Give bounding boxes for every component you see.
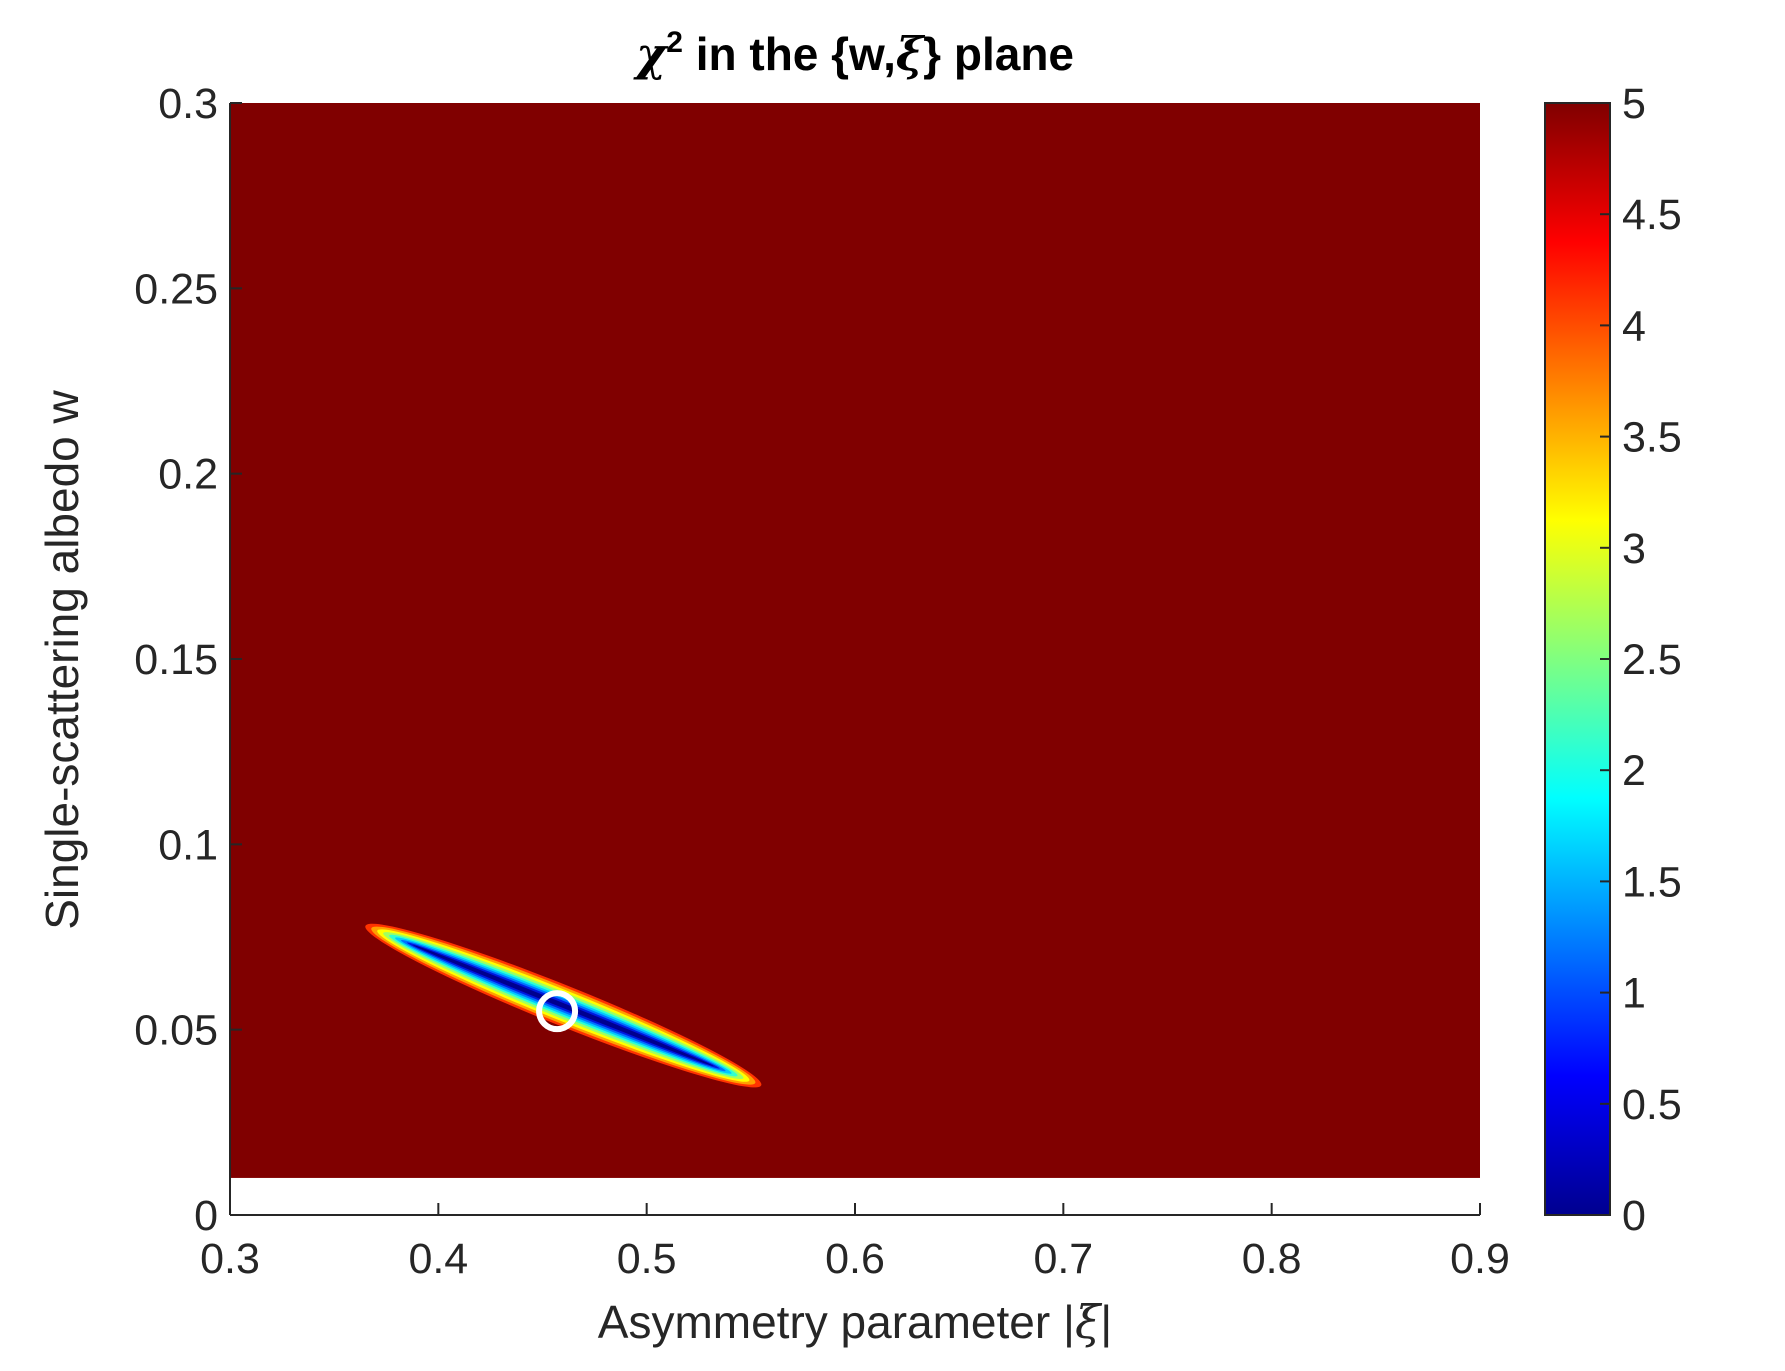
y-tick-label: 0.3 [158, 80, 218, 128]
y-tick-label: 0.25 [134, 265, 218, 313]
colorbar-tick-label: 1 [1622, 970, 1646, 1018]
title-chi: χ [633, 27, 669, 81]
chi-square-valley [365, 923, 762, 1088]
y-tick-label: 0.2 [158, 451, 218, 499]
title-xi: ξ [896, 27, 926, 81]
colorbar-tick-label: 1.5 [1622, 858, 1682, 906]
colorbar-tick-label: 4.5 [1622, 191, 1682, 239]
plot-area: 0.3 0.4 0.5 0.6 0.7 0.8 0.9 0 0.05 0.1 0.15 0.2 0.25… [134, 80, 1510, 1283]
x-tick-label: 0.5 [617, 1235, 677, 1283]
valley-contour-band-8 [412, 944, 714, 1067]
x-tick-label: 0.3 [200, 1235, 260, 1283]
title-middle: in the {w, [683, 28, 896, 80]
x-tick-label: 0.6 [825, 1235, 885, 1283]
heatmap-layer [230, 103, 1480, 1178]
x-tick-label: 0.8 [1242, 1235, 1302, 1283]
chart-title: χ2 in the {w,ξ} plane [633, 26, 1074, 81]
colorbar-tick-label: 3 [1622, 525, 1646, 573]
x-axis-label-symbol: ξ [1075, 1295, 1103, 1349]
colorbar-ticks: 0 0.5 1 1.5 2 2.5 3 3.5 4 4.5 5 [1600, 80, 1682, 1240]
title-end: } plane [923, 28, 1074, 80]
colorbar-tick-label: 2.5 [1622, 636, 1682, 684]
colorbar: 0 0.5 1 1.5 2 2.5 3 3.5 4 4.5 5 [1544, 80, 1682, 1240]
colorbar-tick-label: 2 [1622, 747, 1646, 795]
colorbar-tick-label: 0 [1622, 1192, 1646, 1240]
x-tick-label: 0.4 [408, 1235, 468, 1283]
colorbar-tick-label: 5 [1622, 80, 1646, 128]
colorbar-tick-label: 3.5 [1622, 414, 1682, 462]
x-tick-label: 0.7 [1033, 1235, 1093, 1283]
y-axis-label: Single-scattering albedo w [36, 389, 88, 929]
colorbar-gradient [1544, 102, 1611, 1216]
y-tick-label: 0.05 [134, 1007, 218, 1055]
x-tick-label: 0.9 [1450, 1235, 1510, 1283]
heatmap-saturated-region [230, 103, 1480, 1178]
x-axis-label: Asymmetry parameter |ξ| [598, 1295, 1112, 1349]
y-tick-label: 0 [194, 1192, 218, 1240]
x-axis-label-text: Asymmetry parameter | [598, 1296, 1075, 1348]
y-tick-label: 0.1 [158, 821, 218, 869]
y-tick-label: 0.15 [134, 636, 218, 684]
x-axis-label-end: | [1100, 1296, 1112, 1348]
title-superscript: 2 [666, 26, 683, 59]
marker-layer [536, 990, 579, 1033]
ticks-layer: 0.3 0.4 0.5 0.6 0.7 0.8 0.9 0 0.05 0.1 0.15 0.2 0.25… [134, 80, 1510, 1283]
colorbar-tick-label: 0.5 [1622, 1081, 1682, 1129]
colorbar-tick-label: 4 [1622, 302, 1646, 350]
best-fit-marker [536, 990, 579, 1033]
